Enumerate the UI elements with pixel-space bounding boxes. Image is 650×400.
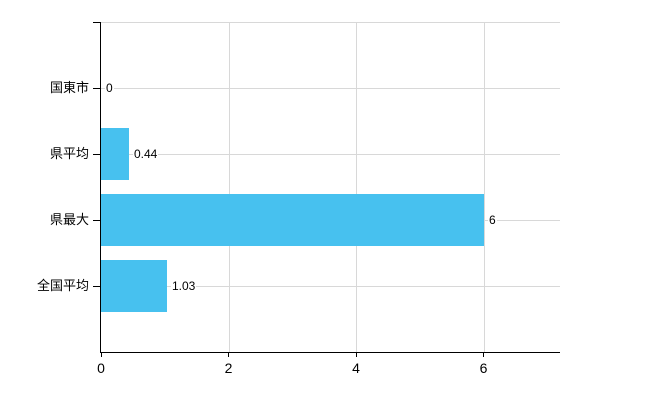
y-axis-tick xyxy=(93,22,101,23)
plot-area: 0 2 4 6 国東市 0 県平均 0.44 県最大 6 全国平均 1.03 xyxy=(37,22,560,376)
x-gridline xyxy=(228,22,230,352)
x-tick-label: 4 xyxy=(352,360,360,376)
plot-top-gridline xyxy=(101,22,560,23)
x-axis-tick xyxy=(355,352,357,357)
category-gridline xyxy=(101,154,560,155)
bar-value-label: 6 xyxy=(488,212,497,228)
x-tick-label: 2 xyxy=(224,360,233,376)
x-gridline xyxy=(483,22,485,352)
category-label: 全国平均 xyxy=(36,278,89,293)
y-axis-tick xyxy=(93,286,101,287)
x-axis-tick xyxy=(228,352,229,357)
category-gridline xyxy=(101,88,560,89)
category-label: 県最大 xyxy=(49,212,89,227)
bar-value-label: 1.03 xyxy=(171,278,197,294)
category-gridline xyxy=(101,286,560,287)
y-axis-tick xyxy=(93,220,101,221)
y-axis-tick xyxy=(93,154,101,155)
bar-value-label: 0 xyxy=(105,80,114,96)
x-tick-label: 6 xyxy=(479,360,488,376)
bar xyxy=(101,260,167,312)
category-label: 国東市 xyxy=(49,80,89,95)
category-label: 県平均 xyxy=(49,146,89,161)
bar-value-label: 0.44 xyxy=(133,146,159,162)
x-gridline xyxy=(356,22,357,352)
bar xyxy=(101,194,484,246)
x-axis-tick xyxy=(101,352,102,357)
x-tick-label: 0 xyxy=(97,360,105,376)
bar xyxy=(101,128,129,180)
y-axis-tick xyxy=(93,88,101,89)
x-axis-tick xyxy=(483,352,484,357)
